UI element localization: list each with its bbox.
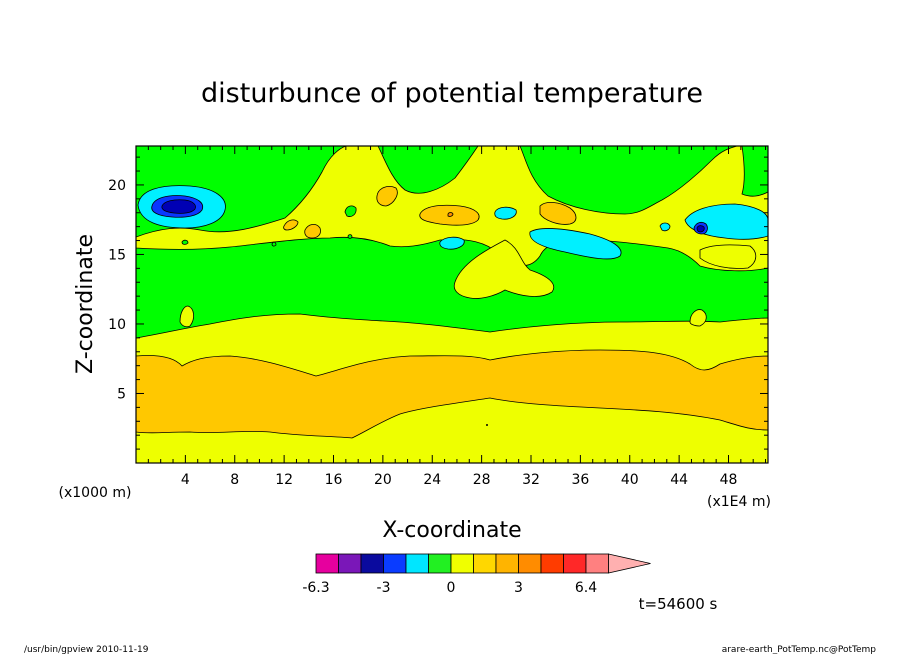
- y-tick-labels: 5 10 15 20: [108, 178, 126, 403]
- contour-cell-green: [344, 205, 357, 217]
- x-tick-label: 28: [473, 472, 491, 488]
- x-axis-label: X-coordinate: [382, 518, 521, 543]
- contour-cell-cyan: [659, 222, 671, 232]
- contour-cell-orange: [447, 212, 454, 217]
- x-tick-label: 24: [423, 472, 441, 488]
- x-tick-label: 12: [275, 472, 293, 488]
- colorbar-tick-label: -3: [377, 580, 391, 596]
- contour-dot: [486, 424, 488, 426]
- x-tick-label: 36: [571, 472, 589, 488]
- contour-cell-yellow: [179, 305, 194, 328]
- colorbar-extension: [608, 553, 651, 574]
- colorbar-swatch: [383, 553, 407, 574]
- colorbar-swatch: [338, 553, 362, 574]
- x-tick-label: 16: [325, 472, 343, 488]
- contour-cell-green: [181, 239, 189, 245]
- colorbar-swatch: [473, 553, 497, 574]
- contour-cell-yellow: [699, 244, 757, 269]
- colorbar-swatch: [563, 553, 587, 574]
- colorbar-tick-label: 0: [447, 580, 456, 596]
- chart-title: disturbunce of potential temperature: [201, 78, 703, 109]
- contour-fields: [136, 146, 768, 463]
- colorbar: [315, 553, 651, 574]
- x-tick-labels: 4 8 12 16 20 24 28 32 36 40 44 48: [181, 472, 738, 488]
- contour-cell-yellow: [689, 309, 707, 327]
- time-annotation: t=54600 s: [639, 595, 718, 613]
- plot-frame: [135, 145, 769, 464]
- x-tick-label: 20: [374, 472, 392, 488]
- contour-cell-orange: [539, 202, 577, 225]
- colorbar-swatch: [428, 553, 452, 574]
- contour-cell-cyan: [494, 206, 517, 220]
- y-tick-label: 15: [108, 247, 126, 263]
- contour-cell-cyan: [439, 236, 465, 250]
- colorbar-swatch: [585, 553, 609, 574]
- colorbar-labels: -6.3 -3 0 3 6.4: [302, 580, 597, 596]
- colorbar-tick-label: 6.4: [575, 580, 597, 596]
- y-tick-label: 5: [117, 386, 126, 402]
- contour-cell-orange: [304, 224, 321, 239]
- colorbar-swatch: [405, 553, 429, 574]
- x-tick-label: 48: [720, 472, 738, 488]
- colorbar-tick-label: -6.3: [302, 580, 329, 596]
- x-tick-label: 8: [230, 472, 239, 488]
- x-tick-label: 32: [522, 472, 540, 488]
- colorbar-swatch: [540, 553, 564, 574]
- contour-cell-green: [271, 241, 277, 247]
- footer-right: arare-earth_PotTemp.nc@PotTemp: [722, 645, 877, 654]
- colorbar-swatch: [495, 553, 519, 574]
- contour-cell-cyan: [529, 228, 622, 260]
- colorbar-swatch: [360, 553, 384, 574]
- colorbar-swatch: [518, 553, 542, 574]
- y-axis-label: Z-coordinate: [73, 234, 98, 374]
- contour-band-orange: [136, 349, 768, 439]
- x-tick-label: 44: [670, 472, 688, 488]
- y-unit-label: (x1000 m): [59, 485, 132, 501]
- y-tick-label: 10: [108, 317, 126, 333]
- footer-left: /usr/bin/gpview 2010-11-19: [24, 645, 149, 654]
- contour-cell-orange: [376, 186, 398, 207]
- x-unit-label: (x1E4 m): [707, 494, 771, 510]
- x-tick-label: 40: [621, 472, 639, 488]
- contour-cell-yellow: [453, 239, 555, 299]
- x-tick-label: 4: [181, 472, 190, 488]
- contour-cell-green: [347, 234, 353, 239]
- colorbar-tick-label: 3: [514, 580, 523, 596]
- contour-cell-darkblue: [161, 199, 196, 214]
- contour-cell-darkblue: [696, 225, 705, 233]
- colorbar-swatch: [450, 553, 474, 574]
- y-tick-label: 20: [108, 178, 126, 194]
- contour-cell-orange: [283, 219, 299, 231]
- colorbar-swatch: [315, 553, 339, 574]
